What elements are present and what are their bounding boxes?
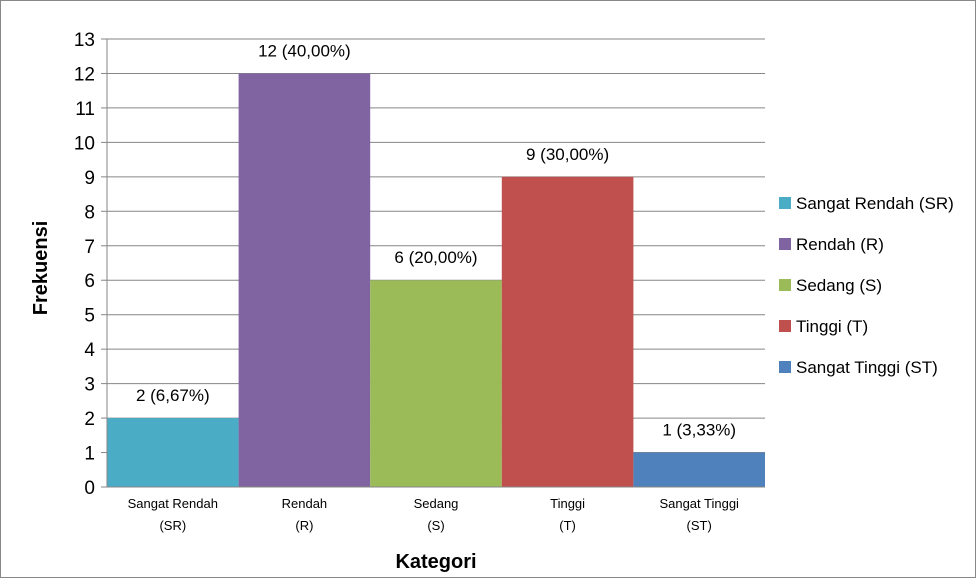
y-tick-label: 0 [84, 478, 95, 499]
bar [501, 176, 634, 487]
x-tick-label: Rendah [282, 496, 328, 511]
data-label: 12 (40,00%) [258, 41, 351, 60]
bar [107, 418, 239, 487]
x-tick-label-line2: (ST) [687, 518, 712, 533]
legend-entry: Sangat Tinggi (ST) [796, 358, 938, 377]
x-tick-label: Tinggi [550, 496, 585, 511]
data-labels: 2 (6,67%) 12 (40,00%) 6 (20,00%) 9 (30,00%)… [136, 41, 736, 439]
y-axis-title: Frekuensi [30, 221, 52, 315]
y-tick-label: 7 [84, 237, 95, 258]
legend-swatch [779, 279, 791, 291]
y-tick-label: 2 [84, 409, 95, 430]
legend-entry: Tinggi (T) [796, 317, 868, 336]
y-tick-label: 6 [84, 271, 95, 292]
x-tick-label: Sangat Tinggi [659, 496, 739, 511]
y-tick-label: 12 [74, 64, 95, 85]
y-tick-label: 9 [84, 168, 95, 189]
legend: Sangat Rendah (SR) Rendah (R) Sedang (S) Ti… [779, 194, 954, 377]
data-label: 9 (30,00%) [526, 145, 609, 164]
x-tick-label: Sedang [414, 496, 459, 511]
x-tick-label-line2: (S) [427, 518, 444, 533]
legend-entry: Sedang (S) [796, 276, 882, 295]
data-label: 2 (6,67%) [136, 386, 210, 405]
legend-swatch [779, 361, 791, 373]
bar [633, 452, 765, 487]
y-tick-label: 10 [74, 133, 95, 154]
x-tick-label-line2: (R) [295, 518, 313, 533]
bars [107, 73, 765, 487]
legend-swatch [779, 197, 791, 209]
legend-swatch [779, 320, 791, 332]
x-tick-label-line2: (SR) [159, 518, 186, 533]
y-tick-label: 8 [84, 202, 95, 223]
y-tick-label: 4 [84, 340, 95, 361]
x-tick-label-line2: (T) [559, 518, 576, 533]
bar [370, 280, 502, 487]
data-label: 6 (20,00%) [394, 248, 477, 267]
x-axis-title: Kategori [395, 551, 476, 573]
y-tick-label: 3 [84, 375, 95, 396]
legend-entry: Rendah (R) [796, 235, 884, 254]
y-tick-label: 13 [74, 30, 95, 51]
x-tick-label: Sangat Rendah [128, 496, 218, 511]
legend-entry: Sangat Rendah (SR) [796, 194, 954, 213]
data-label: 1 (3,33%) [662, 421, 736, 440]
y-tick-label: 5 [84, 306, 95, 327]
y-tick-label: 1 [84, 444, 95, 465]
bar [238, 73, 371, 487]
legend-swatch [779, 238, 791, 250]
y-tick-label: 11 [75, 99, 95, 120]
